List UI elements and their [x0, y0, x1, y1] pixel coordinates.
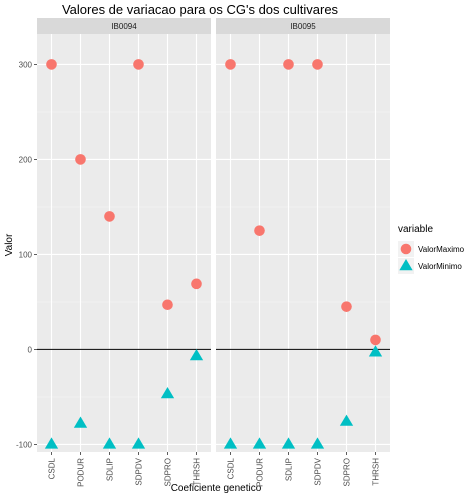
legend-label-ValorMinimo: ValorMinimo [418, 262, 462, 271]
point-ValorMinimo-SDPDV [310, 437, 325, 449]
point-ValorMinimo-PODUR [73, 416, 88, 428]
y-tick-label: -100 [16, 440, 33, 449]
x-tick-label: SDPDV [135, 457, 144, 485]
point-ValorMinimo-PODUR [252, 437, 267, 449]
x-tick-label: CSDL [48, 457, 57, 479]
x-tick-label: SDPRO [343, 458, 352, 486]
x-tick-label: PODUR [256, 458, 265, 487]
point-ValorMaximo-CSDL [46, 59, 57, 70]
point-ValorMinimo-THRSH [368, 345, 383, 357]
legend: variable ValorMaximo ValorMinimo [398, 224, 465, 274]
facet-panel-IB0094: IB0094 CSDL PODUR SDLIP SDPDV SDPRO THRSH [37, 18, 211, 487]
point-ValorMinimo-SDLIP [102, 437, 117, 449]
x-tick-label: SDPRO [164, 458, 173, 486]
legend-key-ValorMinimo [399, 259, 413, 271]
point-ValorMaximo-SDPRO [162, 299, 173, 311]
point-ValorMinimo-SDLIP [281, 437, 296, 449]
point-ValorMaximo-SDLIP [283, 59, 294, 70]
point-ValorMinimo-SDPRO [160, 387, 175, 399]
x-tick-label: THRSH [193, 458, 202, 486]
facet-strip-label: IB0095 [290, 22, 316, 31]
chart-title: Valores de variacao para os CG's dos cul… [62, 2, 339, 17]
point-ValorMinimo-SDPDV [131, 437, 146, 449]
legend-label-ValorMaximo: ValorMaximo [418, 245, 465, 254]
y-tick-label: 0 [28, 345, 33, 354]
x-axis-title: Coeficiente genetico [171, 483, 262, 494]
point-ValorMaximo-THRSH [370, 334, 381, 346]
point-ValorMaximo-SDPRO [341, 301, 352, 312]
point-ValorMaximo-SDLIP [104, 211, 115, 222]
point-ValorMaximo-THRSH [191, 278, 202, 290]
x-tick-label: SDLIP [106, 458, 115, 481]
point-ValorMaximo-PODUR [254, 225, 265, 236]
legend-key-ValorMaximo [400, 243, 412, 255]
legend-title: variable [398, 224, 433, 235]
point-ValorMaximo-SDPDV [312, 59, 323, 70]
point-ValorMaximo-SDPDV [133, 59, 144, 70]
x-tick-label: CSDL [227, 457, 236, 479]
panel-background [216, 34, 390, 452]
facet-strip [37, 18, 211, 34]
point-ValorMinimo-SDPRO [339, 414, 354, 426]
point-ValorMaximo-CSDL [225, 59, 236, 70]
y-axis: -100 0 100 200 300 [16, 60, 37, 449]
y-axis-title: Valor [4, 233, 15, 256]
facet-strip [216, 18, 390, 34]
facet-panel-IB0095: IB0095 CSDL PODUR SDLIP SDPDV SDPRO THRSH [216, 18, 390, 487]
point-ValorMinimo-CSDL [44, 437, 59, 449]
x-tick-label: SDPDV [314, 457, 323, 485]
point-ValorMinimo-THRSH [189, 349, 204, 361]
y-tick-label: 100 [19, 250, 33, 259]
facet-strip-label: IB0094 [111, 22, 137, 31]
x-tick-label: SDLIP [285, 458, 294, 481]
y-tick-label: 200 [19, 155, 33, 164]
x-tick-label: PODUR [77, 458, 86, 487]
panel-background [37, 34, 211, 452]
point-ValorMaximo-PODUR [75, 154, 86, 165]
y-tick-label: 300 [19, 60, 33, 69]
x-tick-label: THRSH [372, 458, 381, 486]
point-ValorMinimo-CSDL [223, 437, 238, 449]
